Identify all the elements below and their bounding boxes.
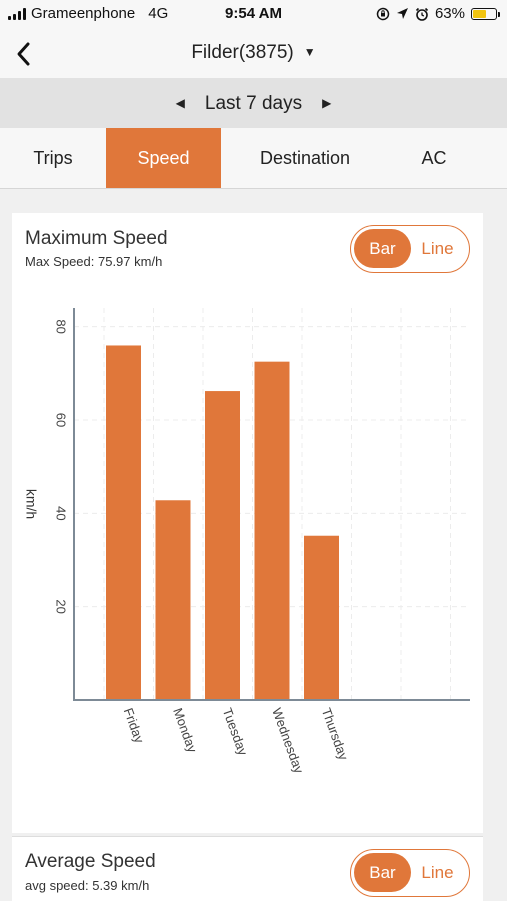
y-tick-label: 20 xyxy=(54,599,69,613)
caret-down-icon: ▼ xyxy=(303,45,316,59)
card-subtitle: avg speed: 5.39 km/h xyxy=(25,878,150,893)
card-title: Average Speed xyxy=(25,851,156,872)
tab-speed[interactable]: Speed xyxy=(106,128,221,188)
y-axis-title: km/h xyxy=(23,489,39,519)
y-tick-label: 60 xyxy=(54,413,69,427)
chart-type-toggle: Bar Line xyxy=(350,225,470,273)
card-subtitle: Max Speed: 75.97 km/h xyxy=(25,254,163,269)
bar-friday xyxy=(106,345,141,700)
x-tick-label: Friday xyxy=(121,706,148,746)
card-title: Maximum Speed xyxy=(25,228,168,249)
device-selector[interactable]: Filder(3875) ▼ xyxy=(0,42,507,64)
max-speed-card: Maximum Speed Max Speed: 75.97 km/h Bar … xyxy=(12,213,483,833)
y-tick-label: 40 xyxy=(54,506,69,520)
bar-toggle-button[interactable]: Bar xyxy=(354,853,411,892)
bar-monday xyxy=(155,500,191,700)
date-range-bar: ◀ Last 7 days ▶ xyxy=(0,78,507,128)
y-tick-label: 80 xyxy=(54,319,69,333)
tab-destination[interactable]: Destination xyxy=(259,148,351,168)
back-button[interactable] xyxy=(10,37,44,71)
location-arrow-icon xyxy=(396,8,408,19)
status-left: Grameenphone 4G xyxy=(8,5,168,22)
line-toggle-button[interactable]: Line xyxy=(421,239,454,258)
caret-right-icon[interactable]: ▶ xyxy=(322,96,332,110)
caret-left-icon[interactable]: ◀ xyxy=(175,96,185,110)
chart-type-toggle: Bar Line xyxy=(350,849,470,897)
x-tick-label: Monday xyxy=(170,706,200,755)
bar-toggle-button[interactable]: Bar xyxy=(354,229,411,268)
chevron-left-icon xyxy=(17,42,30,66)
carrier-name: Grameenphone xyxy=(31,5,136,22)
signal-icon xyxy=(8,7,26,20)
x-tick-label: Tuesday xyxy=(220,706,251,758)
battery-icon xyxy=(471,7,500,20)
line-toggle-button[interactable]: Line xyxy=(421,863,454,882)
max-speed-bar-chart: 20 40 60 80 km/h Friday Monday Tuesday Wednesday… xyxy=(23,308,470,776)
status-bar: Grameenphone 4G 9:54 AM 63% xyxy=(0,0,507,30)
bar-thursday xyxy=(304,535,339,700)
x-tick-label: Wednesday xyxy=(269,706,307,776)
bar-tuesday xyxy=(205,391,240,700)
x-tick-label: Thursday xyxy=(319,706,352,763)
date-range-label: Last 7 days xyxy=(204,93,303,114)
device-title: Filder(3875) xyxy=(191,42,294,63)
tab-trips[interactable]: Trips xyxy=(33,148,73,168)
nav-bar: Filder(3875) ▼ xyxy=(0,30,507,78)
alarm-clock-icon xyxy=(415,7,429,21)
screen-rotation-lock-icon xyxy=(376,7,390,20)
network-type: 4G xyxy=(148,5,169,22)
battery-percent: 63% xyxy=(434,5,465,22)
tab-ac[interactable]: AC xyxy=(421,148,447,168)
status-time: 9:54 AM xyxy=(225,5,282,22)
battery-fill xyxy=(473,9,487,18)
status-right: 63% xyxy=(376,5,500,22)
bar-wednesday xyxy=(254,361,290,700)
avg-speed-card: Average Speed avg speed: 5.39 km/h Bar L… xyxy=(12,836,483,901)
tab-bar: Trips Speed Destination AC xyxy=(0,128,507,189)
